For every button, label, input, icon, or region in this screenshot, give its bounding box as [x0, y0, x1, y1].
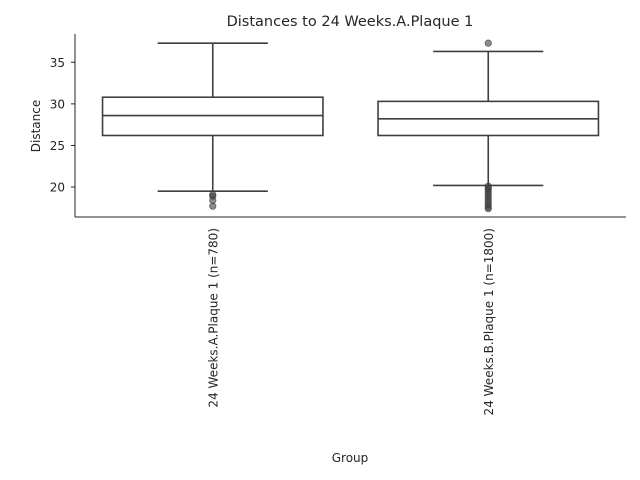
x-tick-label: 24 Weeks.A.Plaque 1 (n=780): [206, 228, 220, 408]
box-series: [101, 39, 600, 213]
x-axis-ticks: 24 Weeks.A.Plaque 1 (n=780) 24 Weeks.B.Pl…: [206, 228, 496, 415]
y-axis-ticks: 20 25 30 35: [50, 56, 75, 195]
box-group: [377, 39, 600, 213]
y-tick-label: 30: [50, 97, 65, 111]
y-tick-label: 20: [50, 181, 65, 195]
x-tick-label: 24 Weeks.B.Plaque 1 (n=1800): [482, 228, 496, 415]
outlier-point: [484, 39, 492, 47]
outlier-point: [209, 202, 217, 210]
outlier-point: [484, 205, 492, 213]
box-group: [101, 42, 324, 210]
chart-title: Distances to 24 Weeks.A.Plaque 1: [227, 14, 474, 30]
x-axis-label: Group: [332, 451, 369, 465]
iqr-box: [101, 96, 324, 137]
y-tick-label: 35: [50, 56, 65, 70]
y-axis-label: Distance: [29, 100, 43, 152]
y-tick-label: 25: [50, 139, 65, 153]
